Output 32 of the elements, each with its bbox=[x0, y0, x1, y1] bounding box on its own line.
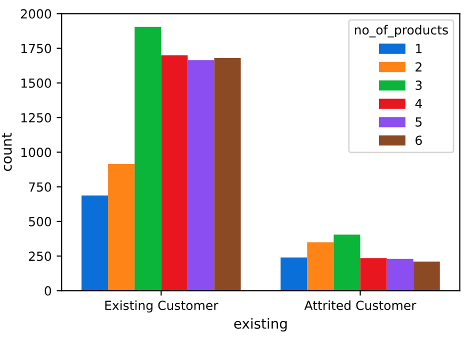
bar bbox=[386, 258, 414, 291]
y-tick-label: 0 bbox=[44, 286, 52, 296]
y-tick-label: 1750 bbox=[21, 44, 52, 54]
y-tick-label: 1250 bbox=[21, 113, 52, 122]
y-tick-label: 250 bbox=[28, 252, 52, 261]
legend-label: 1 bbox=[416, 44, 422, 54]
y-tick-label: 1500 bbox=[21, 78, 52, 88]
legend-label: 6 bbox=[416, 136, 422, 146]
bar bbox=[188, 60, 214, 291]
y-tick-label: 500 bbox=[29, 216, 52, 226]
bar bbox=[307, 242, 334, 291]
bar bbox=[360, 258, 387, 291]
x-axis-title: existing bbox=[234, 318, 287, 332]
y-tick-label: 1000 bbox=[21, 148, 52, 158]
legend-title: no_of_products bbox=[354, 24, 448, 38]
legend-label: 3 bbox=[416, 80, 422, 90]
x-tick-label: Existing Customer bbox=[105, 300, 218, 313]
legend-label: 2 bbox=[416, 62, 422, 72]
bar bbox=[280, 257, 308, 291]
bar bbox=[134, 26, 162, 291]
y-tick-label: 750 bbox=[29, 182, 52, 192]
bar bbox=[108, 164, 135, 291]
legend-label: 4 bbox=[415, 99, 422, 108]
bar bbox=[161, 55, 188, 291]
legend-label: 5 bbox=[416, 117, 422, 127]
bar bbox=[214, 58, 241, 291]
bar bbox=[82, 196, 108, 291]
y-axis-title: count bbox=[2, 132, 12, 172]
x-tick-label: Attrited Customer bbox=[304, 300, 416, 310]
y-tick-label: 2000 bbox=[21, 9, 52, 19]
bar bbox=[334, 234, 360, 291]
bar bbox=[413, 262, 440, 291]
